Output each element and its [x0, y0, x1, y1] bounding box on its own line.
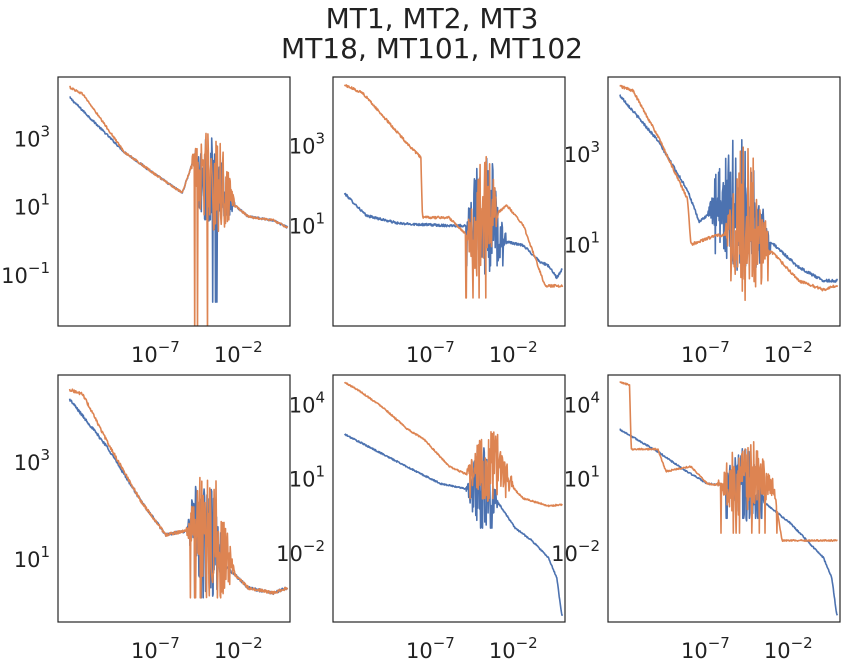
- series-line-2: [68, 388, 289, 599]
- y-tick-label: 101: [564, 463, 600, 492]
- series-line-2: [343, 84, 564, 299]
- plot-area: [69, 85, 289, 326]
- x-tick-label: 10−7: [681, 338, 730, 367]
- plot-area: [343, 381, 564, 616]
- plot-area: [619, 84, 839, 301]
- subplot-5: 10−7 10−2 104 101 10−2: [276, 374, 566, 663]
- subplot-grid: 10−7 10−2 103 101 10−1 10−7 10−2 103 101 10−7 10−2…: [1, 76, 841, 663]
- y-tick-label: 104: [564, 389, 600, 418]
- series-line-2: [619, 84, 839, 301]
- subplot-3: 10−7 10−2 103 101: [564, 76, 841, 367]
- plot-area: [343, 84, 564, 299]
- series-line-2: [69, 85, 289, 326]
- x-tick-label: 10−2: [489, 338, 538, 367]
- y-tick-label: 103: [14, 122, 50, 151]
- x-tick-label: 10−2: [214, 338, 263, 367]
- y-tick-label: 103: [564, 138, 600, 167]
- x-tick-label: 10−2: [214, 634, 263, 663]
- y-tick-label: 103: [14, 446, 50, 475]
- plot-area: [619, 381, 839, 616]
- axes-frame: [332, 374, 566, 623]
- figure-title-line-1: MT1, MT2, MT3: [326, 2, 539, 35]
- series-line-1: [69, 96, 289, 303]
- x-tick-label: 10−7: [406, 634, 455, 663]
- axes-frame: [332, 76, 566, 327]
- series-line-2: [343, 381, 563, 508]
- x-tick-label: 10−2: [489, 634, 538, 663]
- subplot-4: 10−7 10−2 103 101: [14, 374, 291, 663]
- x-tick-label: 10−2: [764, 634, 813, 663]
- x-tick-label: 10−7: [131, 338, 180, 367]
- series-line-2: [619, 381, 838, 542]
- axes-frame: [57, 76, 291, 327]
- y-tick-label: 10−2: [276, 537, 325, 566]
- y-tick-label: 10−1: [1, 259, 50, 288]
- y-tick-label: 101: [14, 543, 50, 572]
- x-tick-label: 10−2: [764, 338, 813, 367]
- series-line-1: [68, 398, 289, 599]
- y-tick-label: 101: [289, 463, 325, 492]
- x-tick-label: 10−7: [406, 338, 455, 367]
- y-tick-label: 10−2: [551, 537, 600, 566]
- series-line-1: [343, 433, 564, 616]
- axes-frame: [607, 374, 841, 623]
- axes-frame: [607, 76, 841, 327]
- plot-area: [68, 388, 289, 599]
- subplot-6: 10−7 10−2 104 101 10−2: [551, 374, 841, 663]
- series-line-1: [343, 157, 563, 280]
- x-tick-label: 10−7: [681, 634, 730, 663]
- y-tick-label: 103: [289, 129, 325, 158]
- subplot-1: 10−7 10−2 103 101 10−1: [1, 76, 291, 367]
- series-line-1: [619, 428, 839, 616]
- subplot-2: 10−7 10−2 103 101: [289, 76, 566, 367]
- y-tick-label: 101: [14, 191, 50, 220]
- figure-title-line-2: MT18, MT101, MT102: [281, 32, 583, 65]
- y-tick-label: 101: [289, 210, 325, 239]
- axes-frame: [57, 374, 291, 623]
- x-tick-label: 10−7: [131, 634, 180, 663]
- y-tick-label: 101: [564, 229, 600, 258]
- y-tick-label: 104: [289, 389, 325, 418]
- series-line-1: [619, 94, 839, 283]
